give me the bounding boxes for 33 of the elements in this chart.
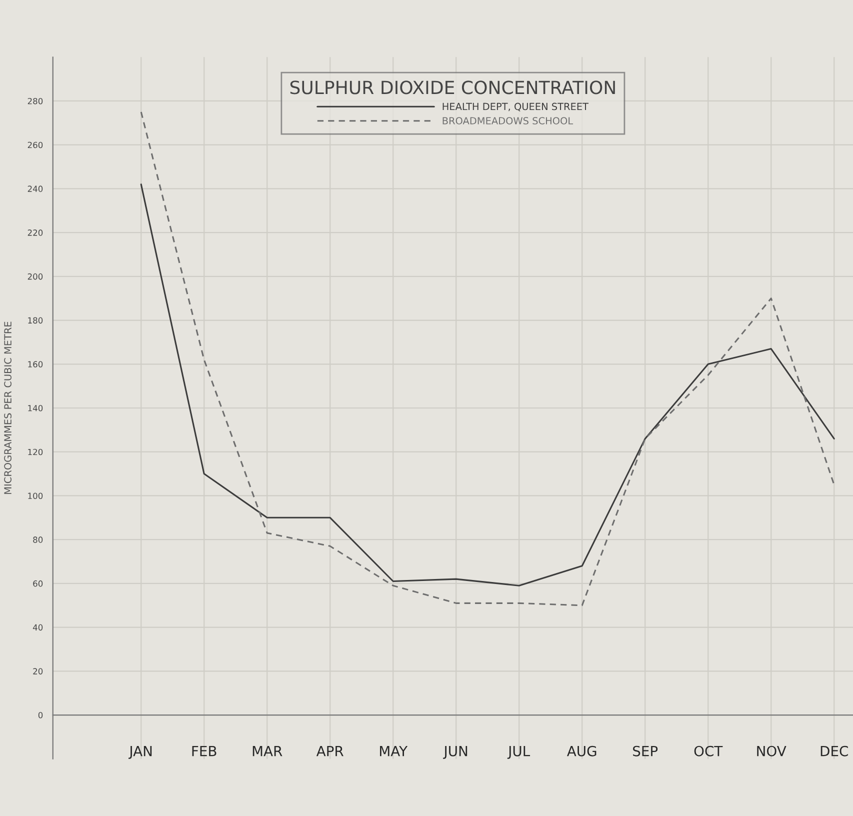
x-tick-label: OCT [694,746,723,756]
y-axis-title: MICROGRAMMES PER CUBIC METRE [4,322,12,494]
x-tick-label: JUN [443,746,468,759]
x-tick-label: FEB [192,746,216,756]
y-tick-label: 160 [28,361,43,368]
y-tick-label: 80 [33,536,43,543]
x-tick-label: MAY [380,746,408,756]
y-tick-label: 260 [28,142,43,148]
x-tick-label: JUL [507,746,530,759]
line-series [140,184,835,586]
text: HEALTH DEPT, QUEEN STREET [442,102,589,112]
x-tick-label: MAR [252,746,282,756]
y-tick-label: 100 [28,492,43,500]
x-tick-label: SEP [633,746,658,756]
y-tick-label: 220 [28,230,43,236]
y-tick-label: 240 [28,186,43,192]
x-tick-label: JAN [128,746,152,759]
y-tick-label: 180 [28,317,43,324]
x-tick-label: AUG [566,746,596,756]
x-tick-label: NOV [757,746,786,756]
y-tick-label: 40 [32,624,43,631]
y-tick-label: 140 [28,404,43,412]
text: SULPHUR DIOXIDE CONCENTRATION [290,80,615,94]
y-tick-label: 280 [28,98,43,104]
text: BROADMEADOWS SCHOOL [442,117,574,124]
y-tick-label: 0 [38,712,43,718]
x-tick-label: DEC [820,746,848,756]
line-series [140,111,835,606]
x-tick-label: APR [316,746,344,756]
y-tick-label: 20 [33,668,43,674]
y-tick-label: 60 [33,580,43,587]
y-tick-label: 200 [28,273,43,280]
y-tick-label: 120 [28,448,43,456]
